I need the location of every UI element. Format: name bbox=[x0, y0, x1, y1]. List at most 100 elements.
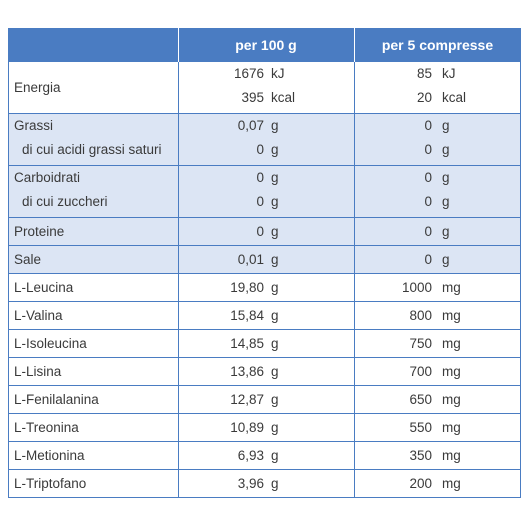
unit: g bbox=[271, 224, 279, 239]
value: 350 bbox=[409, 448, 432, 463]
value: 3,96 bbox=[237, 476, 264, 491]
col-divider bbox=[354, 470, 355, 498]
value: 0,07 bbox=[237, 118, 264, 133]
value: 1000 bbox=[401, 280, 432, 295]
value: 0 bbox=[256, 142, 264, 157]
row bbox=[8, 330, 521, 358]
row bbox=[8, 302, 521, 330]
value: 750 bbox=[409, 336, 432, 351]
col-divider bbox=[354, 330, 355, 358]
col-divider bbox=[354, 358, 355, 386]
value: 10,89 bbox=[230, 420, 264, 435]
value: 20 bbox=[416, 90, 432, 105]
value: 15,84 bbox=[230, 308, 264, 323]
value: 0 bbox=[424, 252, 432, 267]
unit: g bbox=[271, 142, 279, 157]
row bbox=[8, 218, 521, 246]
col-divider bbox=[354, 302, 355, 330]
row bbox=[8, 470, 521, 498]
unit: kJ bbox=[271, 66, 285, 81]
value: 13,86 bbox=[230, 364, 264, 379]
row-label: Carboidrati bbox=[14, 170, 81, 185]
col-divider bbox=[178, 62, 179, 114]
unit: g bbox=[271, 194, 279, 209]
col-divider bbox=[178, 414, 179, 442]
unit: g bbox=[271, 252, 279, 267]
value: 550 bbox=[409, 420, 432, 435]
unit: kcal bbox=[442, 90, 467, 105]
row-label: Energia bbox=[14, 80, 61, 95]
value: 0 bbox=[256, 194, 264, 209]
row bbox=[8, 386, 521, 414]
value: 0 bbox=[424, 194, 432, 209]
row-label: L-Metionina bbox=[14, 448, 85, 463]
col-divider bbox=[178, 330, 179, 358]
unit: g bbox=[442, 118, 450, 133]
value: 200 bbox=[409, 476, 432, 491]
value: 650 bbox=[409, 392, 432, 407]
col-divider bbox=[178, 442, 179, 470]
unit: g bbox=[271, 420, 279, 435]
col-divider bbox=[178, 470, 179, 498]
value: 6,93 bbox=[237, 448, 264, 463]
col-divider bbox=[354, 218, 355, 246]
unit: g bbox=[442, 252, 450, 267]
value: 14,85 bbox=[230, 336, 264, 351]
col-divider bbox=[178, 166, 179, 218]
row bbox=[8, 358, 521, 386]
value: 0,01 bbox=[237, 252, 264, 267]
value: 85 bbox=[416, 66, 432, 81]
col-divider bbox=[178, 274, 179, 302]
unit: g bbox=[442, 224, 450, 239]
row bbox=[8, 274, 521, 302]
row-label: L-Lisina bbox=[14, 364, 62, 379]
row bbox=[8, 442, 521, 470]
col-divider bbox=[354, 114, 355, 166]
col-divider bbox=[354, 246, 355, 274]
unit: g bbox=[271, 448, 279, 463]
unit: g bbox=[271, 308, 279, 323]
unit: mg bbox=[442, 364, 461, 379]
row-label: L-Valina bbox=[14, 308, 63, 323]
col-divider bbox=[354, 166, 355, 218]
unit: g bbox=[442, 194, 450, 209]
row-label: Sale bbox=[14, 252, 42, 267]
row-label: Proteine bbox=[14, 224, 65, 239]
value: 0 bbox=[256, 224, 264, 239]
header-divider bbox=[178, 28, 179, 62]
col-divider bbox=[354, 442, 355, 470]
row bbox=[8, 166, 521, 218]
row-label: di cui zuccheri bbox=[22, 194, 108, 209]
col-divider bbox=[178, 358, 179, 386]
row-label: L-Triptofano bbox=[14, 476, 87, 491]
col-divider bbox=[354, 414, 355, 442]
row-label: L-Leucina bbox=[14, 280, 74, 295]
header-row bbox=[8, 28, 521, 62]
row-label: L-Fenilalanina bbox=[14, 392, 99, 407]
unit: g bbox=[442, 142, 450, 157]
col-divider bbox=[178, 386, 179, 414]
unit: g bbox=[442, 170, 450, 185]
unit: mg bbox=[442, 308, 461, 323]
unit: mg bbox=[442, 476, 461, 491]
col-divider bbox=[178, 246, 179, 274]
unit: kJ bbox=[442, 66, 456, 81]
unit: kcal bbox=[271, 90, 296, 105]
unit: g bbox=[271, 476, 279, 491]
header-per-100g: per 100 g bbox=[235, 37, 297, 53]
col-divider bbox=[354, 62, 355, 114]
value: 0 bbox=[256, 170, 264, 185]
value: 0 bbox=[424, 142, 432, 157]
row-label: L-Isoleucina bbox=[14, 336, 87, 351]
unit: g bbox=[271, 280, 279, 295]
unit: g bbox=[271, 392, 279, 407]
col-divider bbox=[178, 218, 179, 246]
unit: g bbox=[271, 118, 279, 133]
col-divider bbox=[354, 386, 355, 414]
value: 19,80 bbox=[230, 280, 264, 295]
header-per-5: per 5 compresse bbox=[381, 37, 494, 53]
header-divider bbox=[354, 28, 355, 62]
value: 700 bbox=[409, 364, 432, 379]
unit: mg bbox=[442, 280, 461, 295]
unit: g bbox=[271, 364, 279, 379]
